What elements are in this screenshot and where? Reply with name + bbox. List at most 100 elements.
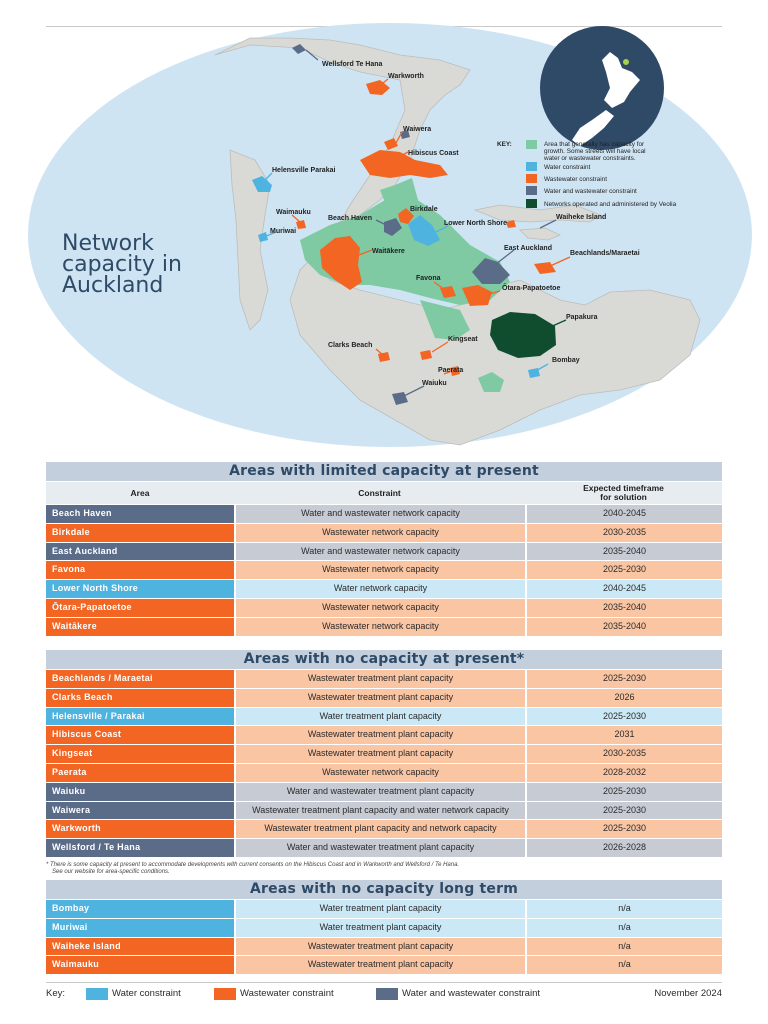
zone-regions bbox=[252, 44, 556, 405]
map-key-item-green: Area that generally has capacity for gro… bbox=[543, 141, 647, 162]
constraint-cell: Water and wastewater treatment plant cap… bbox=[234, 839, 525, 857]
timeframe-cell: n/a bbox=[525, 937, 722, 956]
no-capacity-table: Beachlands / Maraetai Wastewater treatmen… bbox=[46, 669, 722, 858]
timeframe-cell: 2025-2030 bbox=[525, 820, 722, 839]
legend-swatch-both bbox=[376, 988, 398, 1000]
label-kingseat: Kingseat bbox=[448, 336, 478, 343]
table-row: Birkdale Wastewater network capacity 2030-… bbox=[46, 523, 722, 542]
area-cell: Lower North Shore bbox=[46, 580, 234, 598]
map-key-swatch-green bbox=[526, 140, 537, 149]
zone-orange-beachlands bbox=[534, 262, 556, 274]
constraint-cell: Wastewater treatment plant capacity bbox=[234, 726, 525, 745]
zone-slate-wellsford bbox=[292, 44, 306, 54]
map-key-swatch-darkgreen bbox=[526, 199, 537, 208]
label-birkdale: Birkdale bbox=[410, 206, 438, 213]
zone-veolia-papakura bbox=[490, 312, 556, 358]
area-cell: Beachlands / Maraetai bbox=[46, 670, 234, 688]
constraint-cell: Water treatment plant capacity bbox=[234, 918, 525, 937]
timeframe-cell: 2025-2030 bbox=[525, 782, 722, 801]
label-waiheke: Waiheke Island bbox=[556, 214, 606, 221]
area-cell: Kingseat bbox=[46, 745, 234, 763]
timeframe-cell: 2030-2035 bbox=[525, 523, 722, 542]
zone-orange-waiwera bbox=[384, 138, 398, 150]
area-cell: Muriwai bbox=[46, 918, 234, 937]
area-cell: Waiwera bbox=[46, 801, 234, 820]
header-timeframe: Expected timeframe for solution bbox=[525, 482, 722, 504]
timeframe-cell: 2025-2030 bbox=[525, 801, 722, 820]
map-key-heading: KEY: bbox=[497, 141, 512, 148]
zone-blue-helensville bbox=[252, 176, 272, 192]
constraint-cell: Wastewater network capacity bbox=[234, 523, 525, 542]
area-cell: Bombay bbox=[46, 900, 234, 918]
zone-orange-hibiscus bbox=[360, 150, 448, 178]
area-cell: Hibiscus Coast bbox=[46, 726, 234, 745]
zone-orange-waiheke bbox=[506, 220, 516, 228]
map-title-line-2: capacity in bbox=[62, 252, 182, 277]
map-key-swatch-blue bbox=[526, 162, 537, 171]
map-leader-lines bbox=[261, 49, 571, 397]
label-hibiscus-coast: Hibiscus Coast bbox=[408, 150, 459, 157]
constraint-cell: Water network capacity bbox=[234, 580, 525, 598]
limited-capacity-title: Areas with limited capacity at present bbox=[46, 462, 722, 481]
zone-green-pukekohe bbox=[478, 372, 504, 392]
constraint-cell: Wastewater treatment plant capacity bbox=[234, 937, 525, 956]
table-row: Waiheke Island Wastewater treatment plant… bbox=[46, 937, 722, 956]
legend-item-wastewater: Wastewater constraint bbox=[240, 988, 334, 999]
auckland-location-marker bbox=[622, 58, 630, 66]
limited-capacity-table: Area Constraint Expected timeframe for so… bbox=[46, 481, 722, 637]
header-area: Area bbox=[46, 482, 234, 504]
label-waitakere: Waitākere bbox=[372, 248, 405, 255]
zone-slate-beach-haven bbox=[384, 218, 402, 236]
map-key-item-orange: Wastewater constraint bbox=[544, 176, 607, 183]
timeframe-cell: 2025-2030 bbox=[525, 670, 722, 688]
label-lower-north-shore: Lower North Shore bbox=[444, 220, 507, 227]
zone-slate-waiwera bbox=[400, 130, 410, 139]
timeframe-cell: 2035-2040 bbox=[525, 542, 722, 561]
table-row: Waimauku Wastewater treatment plant capac… bbox=[46, 956, 722, 975]
map-title-line-3: Auckland bbox=[62, 273, 163, 298]
constraint-cell: Water and wastewater treatment plant cap… bbox=[234, 782, 525, 801]
area-cell: Waiheke Island bbox=[46, 937, 234, 956]
constraint-cell: Wastewater treatment plant capacity and … bbox=[234, 820, 525, 839]
label-clarks-beach: Clarks Beach bbox=[328, 342, 372, 349]
legend-swatch-wastewater bbox=[214, 988, 236, 1000]
map-key-swatch-slate bbox=[526, 186, 537, 195]
constraint-cell: Wastewater treatment plant capacity bbox=[234, 670, 525, 688]
label-wellsford: Wellsford Te Hana bbox=[322, 61, 383, 68]
label-warkworth: Warkworth bbox=[388, 73, 424, 80]
constraint-cell: Wastewater network capacity bbox=[234, 617, 525, 636]
long-term-section: Areas with no capacity long term Bombay W… bbox=[46, 880, 722, 975]
table-row: Ōtara-Papatoetoe Wastewater network capac… bbox=[46, 598, 722, 617]
zone-orange-waimauku bbox=[296, 220, 306, 229]
no-capacity-rows: Beachlands / Maraetai Wastewater treatmen… bbox=[46, 670, 722, 857]
label-favona: Favona bbox=[416, 275, 441, 282]
timeframe-cell: 2030-2035 bbox=[525, 745, 722, 763]
table-row: Beach Haven Water and wastewater network … bbox=[46, 505, 722, 523]
timeframe-cell: n/a bbox=[525, 918, 722, 937]
table-row: Paerata Wastewater network capacity 2028-2… bbox=[46, 763, 722, 782]
table-row: Hibiscus Coast Wastewater treatment plant… bbox=[46, 726, 722, 745]
area-cell: East Auckland bbox=[46, 542, 234, 561]
constraint-cell: Wastewater treatment plant capacity bbox=[234, 956, 525, 975]
area-cell: Paerata bbox=[46, 763, 234, 782]
area-cell: Waitākere bbox=[46, 617, 234, 636]
timeframe-cell: n/a bbox=[525, 900, 722, 918]
timeframe-cell: 2026-2028 bbox=[525, 839, 722, 857]
limited-capacity-section: Areas with limited capacity at present A… bbox=[46, 462, 722, 637]
area-cell: Waiuku bbox=[46, 782, 234, 801]
table-row: Kingseat Wastewater treatment plant capac… bbox=[46, 745, 722, 763]
legend-swatch-water bbox=[86, 988, 108, 1000]
constraint-cell: Wastewater network capacity bbox=[234, 763, 525, 782]
constraint-cell: Water treatment plant capacity bbox=[234, 707, 525, 726]
table-row: Waiuku Water and wastewater treatment pla… bbox=[46, 782, 722, 801]
timeframe-cell: 2035-2040 bbox=[525, 617, 722, 636]
map-key: KEY: Area that generally has capacity fo… bbox=[497, 140, 677, 208]
auckland-map: Network capacity in Auckland KEY: Area t… bbox=[28, 23, 752, 447]
zone-blue-lower-north-shore bbox=[408, 215, 440, 246]
area-cell: Clarks Beach bbox=[46, 688, 234, 707]
map-title: Network capacity in Auckland bbox=[62, 231, 189, 298]
area-cell: Favona bbox=[46, 561, 234, 580]
map-title-line-1: Network bbox=[62, 231, 154, 256]
map-place-labels: Wellsford Te Hana Warkworth Waiwera Hibi… bbox=[270, 61, 640, 387]
area-cell: Birkdale bbox=[46, 523, 234, 542]
